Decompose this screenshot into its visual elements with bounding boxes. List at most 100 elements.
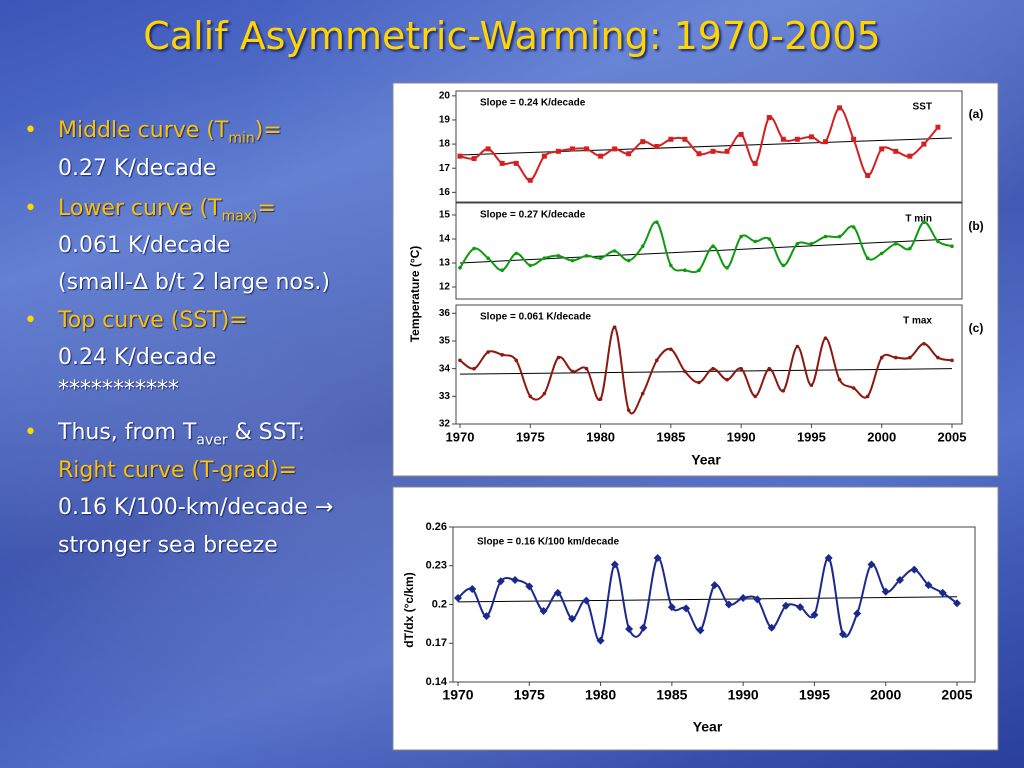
point [936,239,940,244]
point [553,588,562,597]
point [823,234,828,239]
point [711,244,715,248]
y-tick-label: 15 [439,210,451,221]
point [893,148,899,154]
bullet-line: *********** [58,377,179,402]
point [471,156,477,162]
point [865,172,871,178]
x-tick-label: 1985 [656,429,685,444]
point [454,594,462,603]
bullet-line: Middle curve (Tmin)= [58,118,282,146]
point [781,388,786,393]
panel-label: (b) [968,219,983,233]
point [584,254,589,258]
point [472,366,476,371]
point [938,588,947,597]
point [527,177,533,183]
point [907,153,913,159]
point [598,256,603,261]
point [824,554,833,562]
point [496,577,505,586]
point [514,251,519,256]
point [725,266,729,270]
x-tick-label: 1995 [799,687,830,703]
x-tick-label: 1990 [727,429,756,444]
point [724,600,733,609]
point [500,353,504,357]
bullet-dot: • [24,308,37,333]
point [683,369,687,374]
point [822,139,828,145]
point [893,242,898,246]
point [598,397,603,401]
point [514,358,519,363]
point [950,358,954,363]
y-tick-label: 35 [439,336,451,347]
x-tick-label: 1985 [656,687,687,703]
point [653,554,662,562]
y-tick-label: 33 [439,391,451,402]
point [823,336,828,341]
point [796,603,805,612]
line-text: 0.061 K/decade [58,233,231,258]
x-tick-label: 1990 [728,687,759,703]
point [584,146,590,152]
point [795,242,800,246]
point [640,139,646,145]
bullet-line: Thus, from Taver & SST: [58,420,305,448]
point [528,263,533,268]
y-tick-label: 34 [439,363,451,374]
point [570,258,575,263]
point [780,136,786,142]
y-tick-label: 20 [439,90,451,101]
trend-line [457,596,958,603]
point [766,115,772,121]
point [612,146,618,152]
series-label: T max [903,316,932,327]
point [468,585,477,593]
point [582,596,591,605]
y-tick-label: 17 [439,163,451,174]
slope-annotation: Slope = 0.061 K/decade [480,312,591,323]
subscript: max) [221,208,258,225]
line-text: 0.16 K/100-km/decade → [58,495,334,520]
point [838,630,847,639]
bullet-dot: • [24,196,37,221]
y-tick-label: 0.14 [426,676,448,688]
point [908,355,912,360]
point [697,268,701,273]
plot-frame [455,202,963,300]
point [556,355,561,360]
panel-label: (a) [969,107,984,121]
slope-annotation: Slope = 0.16 K/100 km/decade [477,537,619,548]
point [808,134,814,140]
x-tick-label: 1970 [442,687,473,703]
point [767,237,772,241]
point [511,575,520,584]
x-axis-label: Year [691,452,721,468]
point [499,160,505,166]
point [640,391,645,396]
point [596,636,605,645]
point [753,394,757,399]
line-text: Top curve (SST)= [58,308,248,333]
point [458,358,462,363]
point [539,606,548,615]
point [837,234,842,239]
line-text: Thus, from T [58,420,197,445]
point [795,344,800,349]
point [879,146,885,152]
y-tick-label: 18 [439,139,451,150]
point [626,151,632,157]
point [541,153,547,159]
point [625,625,634,634]
point [696,151,702,157]
x-tick-label: 1970 [446,429,475,444]
y-tick-label: 0.2 [432,598,447,610]
point [482,612,491,621]
y-tick-label: 13 [439,258,451,269]
point [682,136,688,142]
point [851,386,856,390]
line-text: Right curve (T-grad)= [58,458,297,483]
point [865,256,870,261]
